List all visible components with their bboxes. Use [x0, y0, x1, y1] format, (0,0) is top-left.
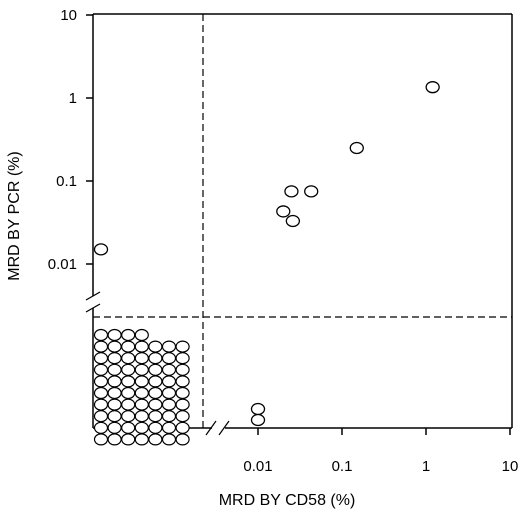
x-axis-ticks: 0.01 0.1 1 10: [243, 428, 518, 475]
data-point: [93, 243, 109, 256]
cluster-point: [148, 386, 163, 400]
data-point: [276, 205, 291, 218]
cluster-point: [93, 340, 109, 353]
cluster-point: [121, 363, 136, 376]
cluster-point: [107, 328, 122, 342]
data-point: [285, 214, 301, 228]
cluster-point: [121, 386, 136, 400]
cluster-point: [175, 433, 190, 446]
data-point: [304, 185, 319, 198]
cluster-point: [93, 386, 109, 400]
cluster-point: [93, 421, 109, 434]
data-point: [284, 185, 299, 198]
cluster-point: [134, 352, 149, 365]
cluster-point: [161, 340, 177, 353]
cluster-point: [134, 433, 149, 446]
cluster-point: [175, 398, 190, 411]
cluster-point: [93, 363, 109, 376]
cluster-point: [121, 433, 136, 446]
cluster-point: [134, 421, 149, 434]
x-break-mark: [218, 420, 230, 436]
cluster-point: [93, 352, 109, 365]
data-point: [250, 402, 266, 416]
cluster-point: [134, 375, 149, 388]
cluster-point: [161, 410, 177, 423]
cluster-point: [134, 328, 149, 342]
cluster-point: [93, 433, 109, 446]
cluster-point: [121, 328, 136, 342]
cluster-point: [93, 375, 109, 388]
cluster-point: [175, 340, 190, 353]
cluster-point: [161, 352, 177, 365]
cluster-point: [93, 328, 109, 342]
cluster-point: [134, 386, 149, 400]
cluster-point: [121, 352, 136, 365]
data-point: [425, 81, 440, 94]
cluster-point: [148, 340, 163, 353]
cluster-point: [161, 421, 177, 434]
cluster-point: [148, 363, 163, 376]
cluster-point: [107, 340, 122, 353]
cluster-point: [175, 375, 190, 388]
cluster-point: [107, 398, 122, 411]
cluster-point: [175, 352, 190, 365]
cluster-point: [161, 363, 177, 376]
cluster-point: [161, 398, 177, 411]
cluster-point: [134, 410, 149, 423]
x-tick-label: 0.1: [332, 458, 353, 475]
y-tick-label: 10: [60, 7, 77, 24]
cluster-point: [148, 421, 163, 434]
cluster-point: [134, 340, 149, 353]
y-tick-label: 1: [69, 90, 77, 107]
cluster-point: [121, 421, 136, 434]
cluster-point: [107, 375, 122, 388]
cluster-point: [107, 410, 122, 423]
cluster-point: [175, 410, 190, 423]
y-break-mark: [85, 303, 101, 313]
cluster-point: [148, 375, 163, 388]
double-negative-cluster: [93, 328, 190, 446]
y-axis-title: MRD BY PCR (%): [6, 151, 23, 281]
cluster-point: [148, 410, 163, 423]
cluster-point: [107, 352, 122, 365]
cluster-point: [148, 398, 163, 411]
cluster-point: [121, 398, 136, 411]
y-axis-ticks: 10 1 0.1 0.01: [48, 7, 93, 273]
cluster-point: [161, 375, 177, 388]
x-tick-label: 10: [502, 458, 519, 475]
cluster-point: [107, 421, 122, 434]
cluster-point: [175, 386, 190, 400]
cluster-point: [121, 410, 136, 423]
cluster-point: [148, 433, 163, 446]
x-tick-label: 1: [422, 458, 430, 475]
x-axis-title: MRD BY CD58 (%): [219, 492, 356, 509]
cluster-point: [121, 375, 136, 388]
cluster-point: [161, 433, 177, 446]
cluster-point: [175, 363, 190, 376]
cluster-point: [134, 398, 149, 411]
data-points: [93, 81, 440, 427]
cluster-point: [107, 363, 122, 376]
cluster-point: [107, 386, 122, 400]
x-break-mark: [205, 420, 217, 436]
cluster-point: [134, 363, 149, 376]
cluster-point: [93, 398, 109, 411]
cluster-point: [121, 340, 136, 353]
cluster-point: [175, 421, 190, 434]
cluster-point: [107, 433, 122, 446]
data-point: [250, 413, 266, 427]
cluster-point: [148, 352, 163, 365]
y-break-mark: [85, 291, 101, 301]
y-tick-label: 0.1: [56, 173, 77, 190]
cluster-point: [161, 386, 177, 400]
y-tick-label: 0.01: [48, 256, 77, 273]
data-point: [349, 141, 364, 155]
x-tick-label: 0.01: [243, 458, 272, 475]
cluster-point: [93, 410, 109, 423]
